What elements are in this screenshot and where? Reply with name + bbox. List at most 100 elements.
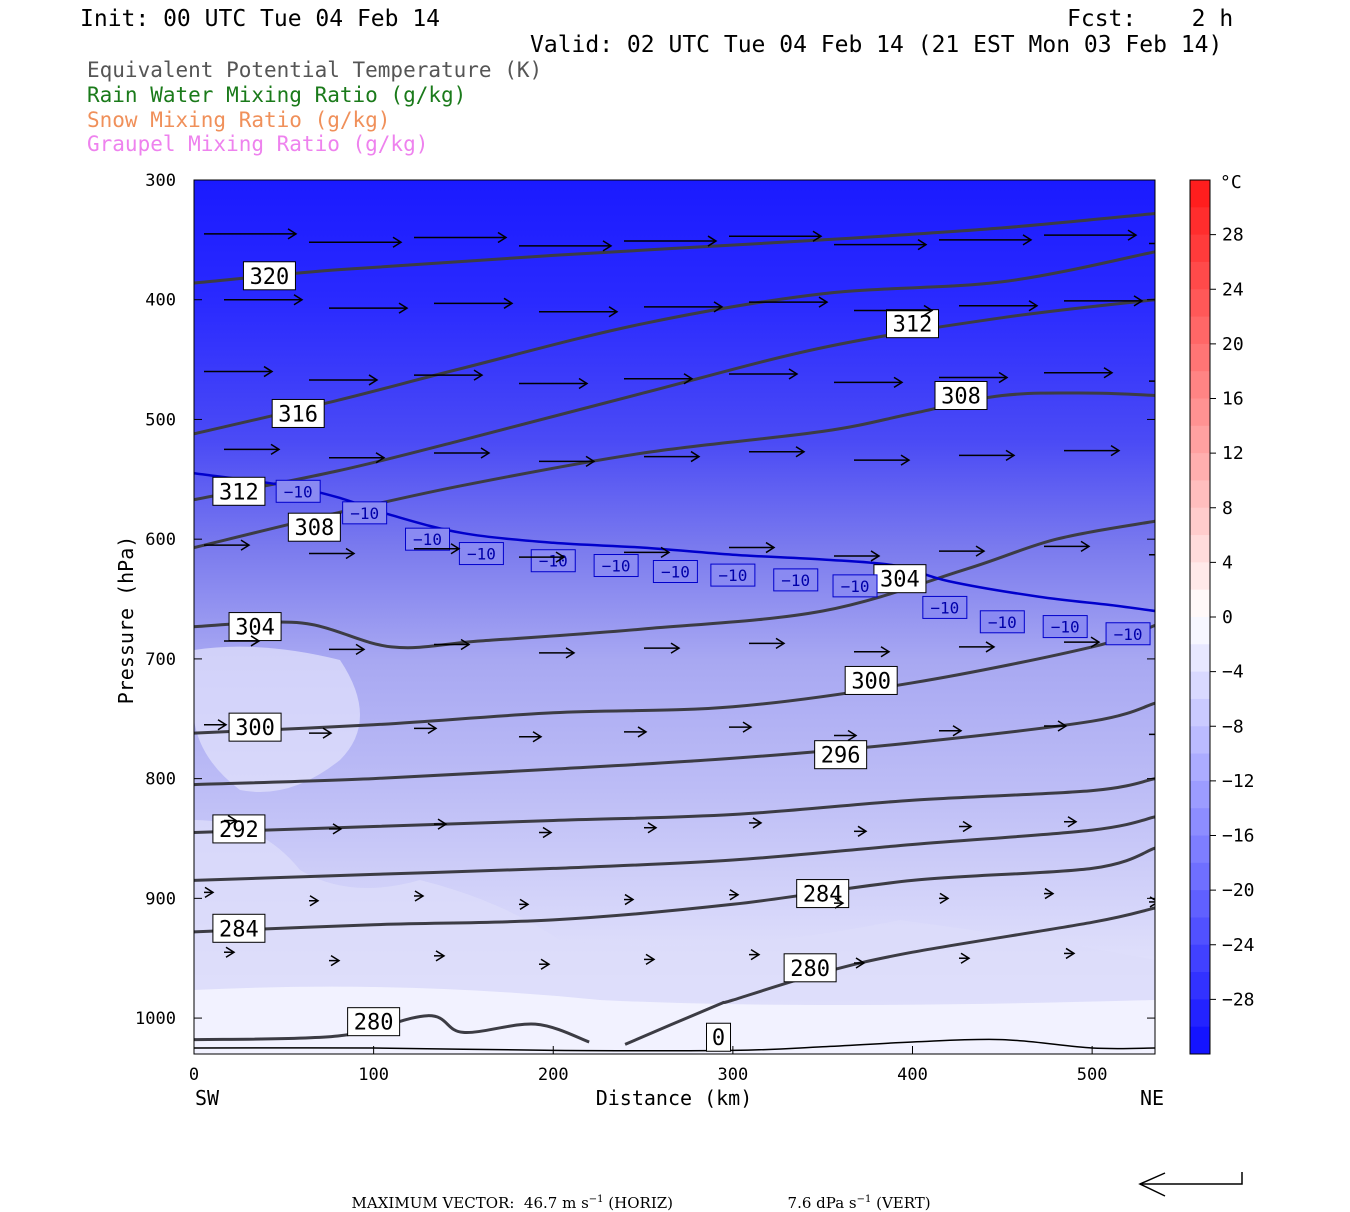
wind-vector-head: [375, 452, 386, 464]
isotherm-label-text: −10: [350, 504, 379, 523]
colorbar-tick-label: 0: [1222, 607, 1233, 628]
wind-vector-head: [690, 450, 701, 463]
wind-vector-head: [818, 296, 829, 308]
colorbar-swatch: [1190, 589, 1210, 618]
wind-vector-head: [309, 895, 320, 907]
contour-label-0: 0: [706, 1022, 732, 1052]
colorbar-swatch: [1190, 617, 1210, 645]
isotherm-label-text: −10: [413, 530, 442, 549]
wind-vector-head: [1110, 444, 1121, 457]
isotherm-label-box: [773, 568, 819, 592]
wind-vector-head: [917, 239, 928, 251]
colorbar-swatch: [1190, 480, 1210, 509]
contour-label-box: [212, 814, 266, 844]
colorbar-swatch: [1190, 835, 1210, 864]
isotherm-label-text: −10: [284, 482, 313, 501]
colorbar-swatch: [1190, 671, 1210, 700]
contour-label-box: [347, 1007, 401, 1037]
isotherm-label-box: [342, 501, 388, 525]
wind-vector-head: [998, 371, 1009, 384]
wind-vector-head: [240, 539, 251, 551]
wind-vector-head: [392, 236, 403, 248]
minus10-isotherm: [194, 472, 1155, 613]
wind-vector-head: [812, 230, 823, 242]
colorbar-swatch: [1190, 398, 1210, 427]
isotherm-label-box: [530, 549, 576, 573]
colorbar-tick-label: −24: [1222, 935, 1255, 956]
wind-vector-head: [437, 818, 448, 830]
colorbar-swatch: [1190, 644, 1210, 673]
contour-label-text: 0: [712, 1026, 725, 1051]
contour-label-300: 300: [228, 712, 282, 742]
isotherm-label-text: −10: [718, 566, 747, 585]
colorbar-tick-label: 24: [1222, 279, 1244, 300]
colorbar-tick-label: 20: [1222, 334, 1244, 355]
wind-vector-head: [330, 954, 341, 967]
wind-vector-head: [450, 543, 461, 555]
wind-vector-head: [460, 638, 471, 651]
wind-vector-head: [480, 447, 491, 459]
isotherm-label: −10: [405, 527, 451, 551]
contour-label-312: 312: [886, 309, 940, 339]
wind-vector-head: [670, 642, 681, 654]
isotherm-label: −10: [593, 554, 639, 578]
colorbar: 28 24 20 16 12 8 4 0 −4 −8 −12 −16 −20 −24 −28: [1189, 179, 1255, 1055]
wind-vector-head: [855, 957, 866, 969]
contour-label-text: 280: [790, 957, 830, 982]
wind-vector-head: [555, 551, 566, 563]
contour-label-316: 316: [271, 398, 325, 428]
wind-vector-head: [795, 446, 806, 458]
isotherm-label-box: [1042, 615, 1088, 639]
contour-label-280: 280: [783, 953, 837, 983]
colorbar-swatch: [1190, 343, 1210, 372]
wind-vector-head: [565, 647, 576, 659]
colorbar-tick-label: 12: [1222, 443, 1244, 464]
wind-vector-head: [322, 727, 333, 739]
isotherm-label-text: −10: [539, 552, 568, 571]
wind-vector-head: [332, 823, 343, 835]
colorbar-swatch: [1190, 507, 1210, 536]
isotherm-label-box: [922, 595, 968, 619]
wind-vector-head: [204, 886, 215, 899]
colorbar-swatch: [1190, 753, 1210, 782]
wind-vector-head: [893, 376, 904, 388]
colorbar-swatch: [1190, 1026, 1210, 1055]
x-tick-label: 100: [358, 1065, 389, 1085]
max-vert-value: 7.6 dPa s: [787, 1194, 857, 1212]
contour-label-308: 308: [934, 381, 988, 411]
wind-vector-head: [497, 231, 508, 244]
theta-e-contour-280: [194, 1014, 590, 1044]
reference-vector-arrow: [1138, 1172, 1243, 1197]
wind-vector-head: [975, 545, 986, 557]
wind-vector-head: [398, 302, 409, 314]
contour-label-text: 300: [235, 716, 275, 741]
wind-vector-head: [1173, 825, 1181, 835]
y-tick-label: 800: [145, 770, 176, 790]
wind-vector-head: [1171, 957, 1179, 967]
wind-vector-head: [1065, 947, 1076, 960]
isotherm-label-text: −10: [1051, 618, 1080, 637]
contour-label-box: [706, 1022, 732, 1052]
wind-vector-head: [225, 946, 236, 958]
wind-vector-head: [707, 235, 718, 247]
colorbar-tick-label: 16: [1222, 389, 1244, 410]
wind-vector-head: [788, 368, 799, 380]
contour-label-text: 312: [893, 313, 933, 338]
colorbar-swatch: [1190, 917, 1210, 946]
wind-vector-head: [263, 365, 274, 378]
wind-vector-head: [742, 721, 753, 733]
vert-unit: (VERT): [871, 1194, 931, 1212]
wind-vector-head: [645, 953, 656, 966]
wind-vector-head: [1005, 449, 1016, 462]
wind-vector-head: [1239, 304, 1247, 314]
isotherm-label: −10: [275, 479, 321, 503]
wind-vector-head: [1028, 300, 1039, 312]
wind-vector-head: [1090, 636, 1101, 648]
x-tick-label: 500: [1077, 1065, 1108, 1085]
x-tick-label: 0: [189, 1065, 199, 1085]
contour-label-text: 284: [219, 917, 259, 942]
wind-vector-head: [287, 228, 298, 240]
wind-vector-head: [1067, 816, 1078, 828]
isotherm-label-box: [832, 574, 878, 598]
